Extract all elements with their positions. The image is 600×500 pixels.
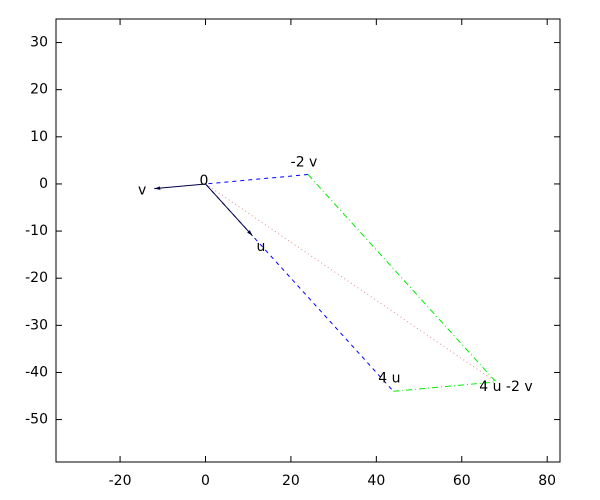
y-tick-label: -10 xyxy=(25,223,48,239)
y-tick-label: 10 xyxy=(30,129,48,145)
plot-frame xyxy=(55,18,561,463)
point-label: 4 u -2 v xyxy=(479,379,532,395)
y-tick-label: 20 xyxy=(30,82,48,98)
y-tick-label: -50 xyxy=(25,412,48,428)
vector-arrow xyxy=(154,183,206,190)
x-tick-label: 20 xyxy=(282,473,300,489)
point-label: v xyxy=(138,183,146,199)
y-tick-label: -40 xyxy=(25,364,48,380)
point-label: u xyxy=(256,239,265,255)
point-label: 4 u xyxy=(378,370,400,386)
point-label: 0 xyxy=(199,173,208,189)
y-tick-label: 0 xyxy=(39,176,48,192)
point-label: -2 v xyxy=(291,155,318,171)
y-tick-label: -30 xyxy=(25,317,48,333)
x-tick-label: 40 xyxy=(367,473,385,489)
y-tick-label: -20 xyxy=(25,270,48,286)
x-tick-label: 0 xyxy=(201,473,210,489)
vector-line xyxy=(307,174,497,392)
vector-line xyxy=(204,174,394,392)
x-tick-label: 60 xyxy=(453,473,471,489)
x-tick-label: 80 xyxy=(538,473,556,489)
vector-arrow xyxy=(205,183,253,237)
x-tick-label: -20 xyxy=(109,473,132,489)
y-tick-label: 30 xyxy=(30,35,48,51)
vector-line xyxy=(205,183,497,383)
